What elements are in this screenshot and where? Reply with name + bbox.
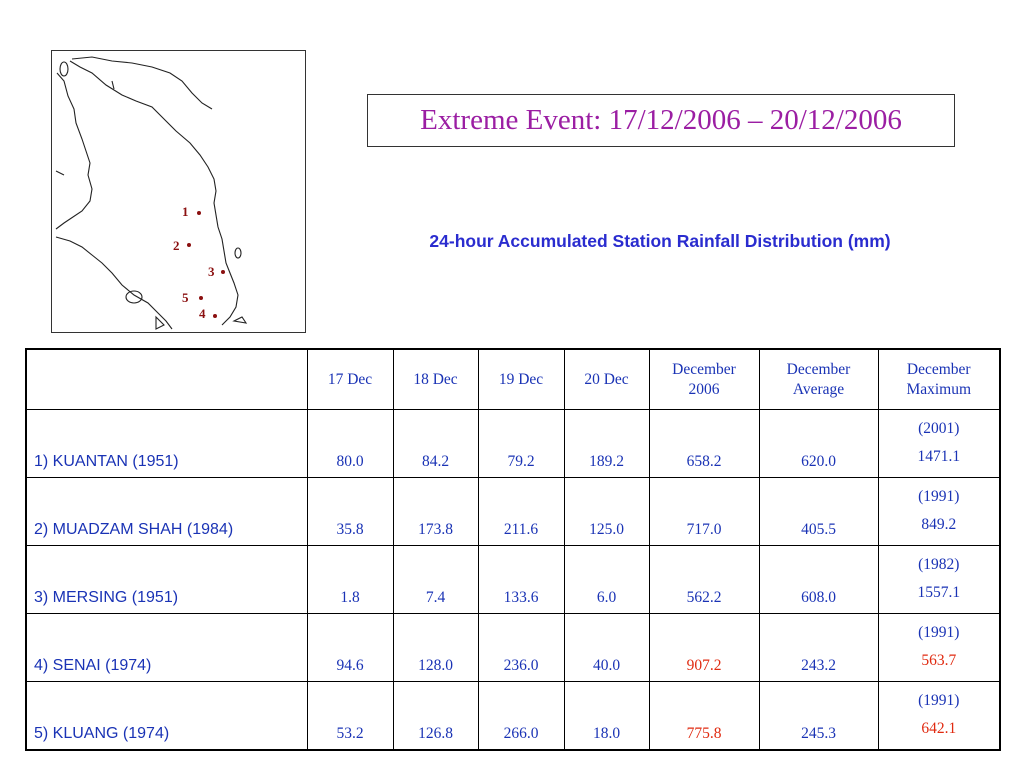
- station-name: 1) KUANTAN (1951): [25, 409, 308, 478]
- value-18-dec: 84.2: [392, 409, 479, 478]
- value-18-dec: 7.4: [392, 545, 479, 614]
- rainfall-table: 17 Dec 18 Dec 19 Dec 20 Dec December 200…: [25, 348, 1001, 751]
- value-18-dec: 126.8: [392, 681, 479, 751]
- value-18-dec: 128.0: [392, 613, 479, 682]
- max-value-highlight: 563.7: [921, 652, 957, 669]
- value-20-dec: 6.0: [563, 545, 650, 614]
- table-row: 1) KUANTAN (1951) 80.0 84.2 79.2 189.2 6…: [25, 409, 1001, 478]
- header-20-dec: 20 Dec: [563, 348, 650, 410]
- value-december-maximum: (2001) 1471.1: [877, 409, 1001, 478]
- peninsula-outline: [55, 56, 248, 330]
- header-station: [25, 348, 308, 410]
- value-december-maximum: (1982) 1557.1: [877, 545, 1001, 614]
- max-value: 1471.1: [917, 448, 961, 465]
- header-december-average: December Average: [758, 348, 879, 410]
- max-value-highlight: 642.1: [921, 720, 957, 737]
- value-19-dec: 133.6: [477, 545, 565, 614]
- value-december-average: 620.0: [758, 409, 879, 478]
- max-year: (1991): [918, 488, 960, 505]
- max-year: (1991): [918, 692, 960, 709]
- max-value: 1557.1: [917, 584, 961, 601]
- header-18-dec: 18 Dec: [392, 348, 479, 410]
- value-20-dec: 189.2: [563, 409, 650, 478]
- value-19-dec: 236.0: [477, 613, 565, 682]
- value-december-average: 608.0: [758, 545, 879, 614]
- station-marker-2: 2: [173, 238, 180, 253]
- station-name: 3) MERSING (1951): [25, 545, 308, 614]
- table-row: 3) MERSING (1951) 1.8 7.4 133.6 6.0 562.…: [25, 545, 1001, 614]
- page-title: Extreme Event: 17/12/2006 – 20/12/2006: [367, 94, 955, 147]
- table-row: 2) MUADZAM SHAH (1984) 35.8 173.8 211.6 …: [25, 477, 1001, 546]
- value-december-average: 405.5: [758, 477, 879, 546]
- value-18-dec: 173.8: [392, 477, 479, 546]
- value-december-2006: 717.0: [648, 477, 760, 546]
- station-marker-4: 4: [199, 306, 206, 321]
- table-row: 4) SENAI (1974) 94.6 128.0 236.0 40.0 90…: [25, 613, 1001, 682]
- header-december-maximum: December Maximum: [877, 348, 1001, 410]
- value-december-average: 243.2: [758, 613, 879, 682]
- value-19-dec: 266.0: [477, 681, 565, 751]
- table-row: 5) KLUANG (1974) 53.2 126.8 266.0 18.0 7…: [25, 681, 1001, 751]
- value-20-dec: 125.0: [563, 477, 650, 546]
- value-19-dec: 211.6: [477, 477, 565, 546]
- station-name: 5) KLUANG (1974): [25, 681, 308, 751]
- value-december-2006-highlight: 907.2: [648, 613, 760, 682]
- station-name: 2) MUADZAM SHAH (1984): [25, 477, 308, 546]
- value-december-maximum: (1991) 563.7: [877, 613, 1001, 682]
- station-marker-5: 5: [182, 290, 189, 305]
- header-december-2006: December 2006: [648, 348, 760, 410]
- value-december-2006: 562.2: [648, 545, 760, 614]
- table-header-row: 17 Dec 18 Dec 19 Dec 20 Dec December 200…: [25, 348, 1001, 410]
- value-19-dec: 79.2: [477, 409, 565, 478]
- value-17-dec: 35.8: [306, 477, 394, 546]
- value-december-2006: 658.2: [648, 409, 760, 478]
- header-19-dec: 19 Dec: [477, 348, 565, 410]
- value-20-dec: 40.0: [563, 613, 650, 682]
- header-17-dec: 17 Dec: [306, 348, 394, 410]
- value-17-dec: 53.2: [306, 681, 394, 751]
- max-value: 849.2: [921, 516, 957, 533]
- station-name: 4) SENAI (1974): [25, 613, 308, 682]
- max-year: (1991): [918, 624, 960, 641]
- station-marker-3: 3: [208, 264, 215, 279]
- value-17-dec: 80.0: [306, 409, 394, 478]
- station-map: 1 2 3 5 4: [51, 50, 306, 333]
- table-caption: 24-hour Accumulated Station Rainfall Dis…: [429, 231, 891, 251]
- max-year: (2001): [918, 420, 960, 437]
- value-17-dec: 94.6: [306, 613, 394, 682]
- value-december-maximum: (1991) 642.1: [877, 681, 1001, 751]
- value-20-dec: 18.0: [563, 681, 650, 751]
- value-december-2006-highlight: 775.8: [648, 681, 760, 751]
- value-december-maximum: (1991) 849.2: [877, 477, 1001, 546]
- value-december-average: 245.3: [758, 681, 879, 751]
- value-17-dec: 1.8: [306, 545, 394, 614]
- max-year: (1982): [918, 556, 960, 573]
- station-marker-1: 1: [182, 204, 189, 219]
